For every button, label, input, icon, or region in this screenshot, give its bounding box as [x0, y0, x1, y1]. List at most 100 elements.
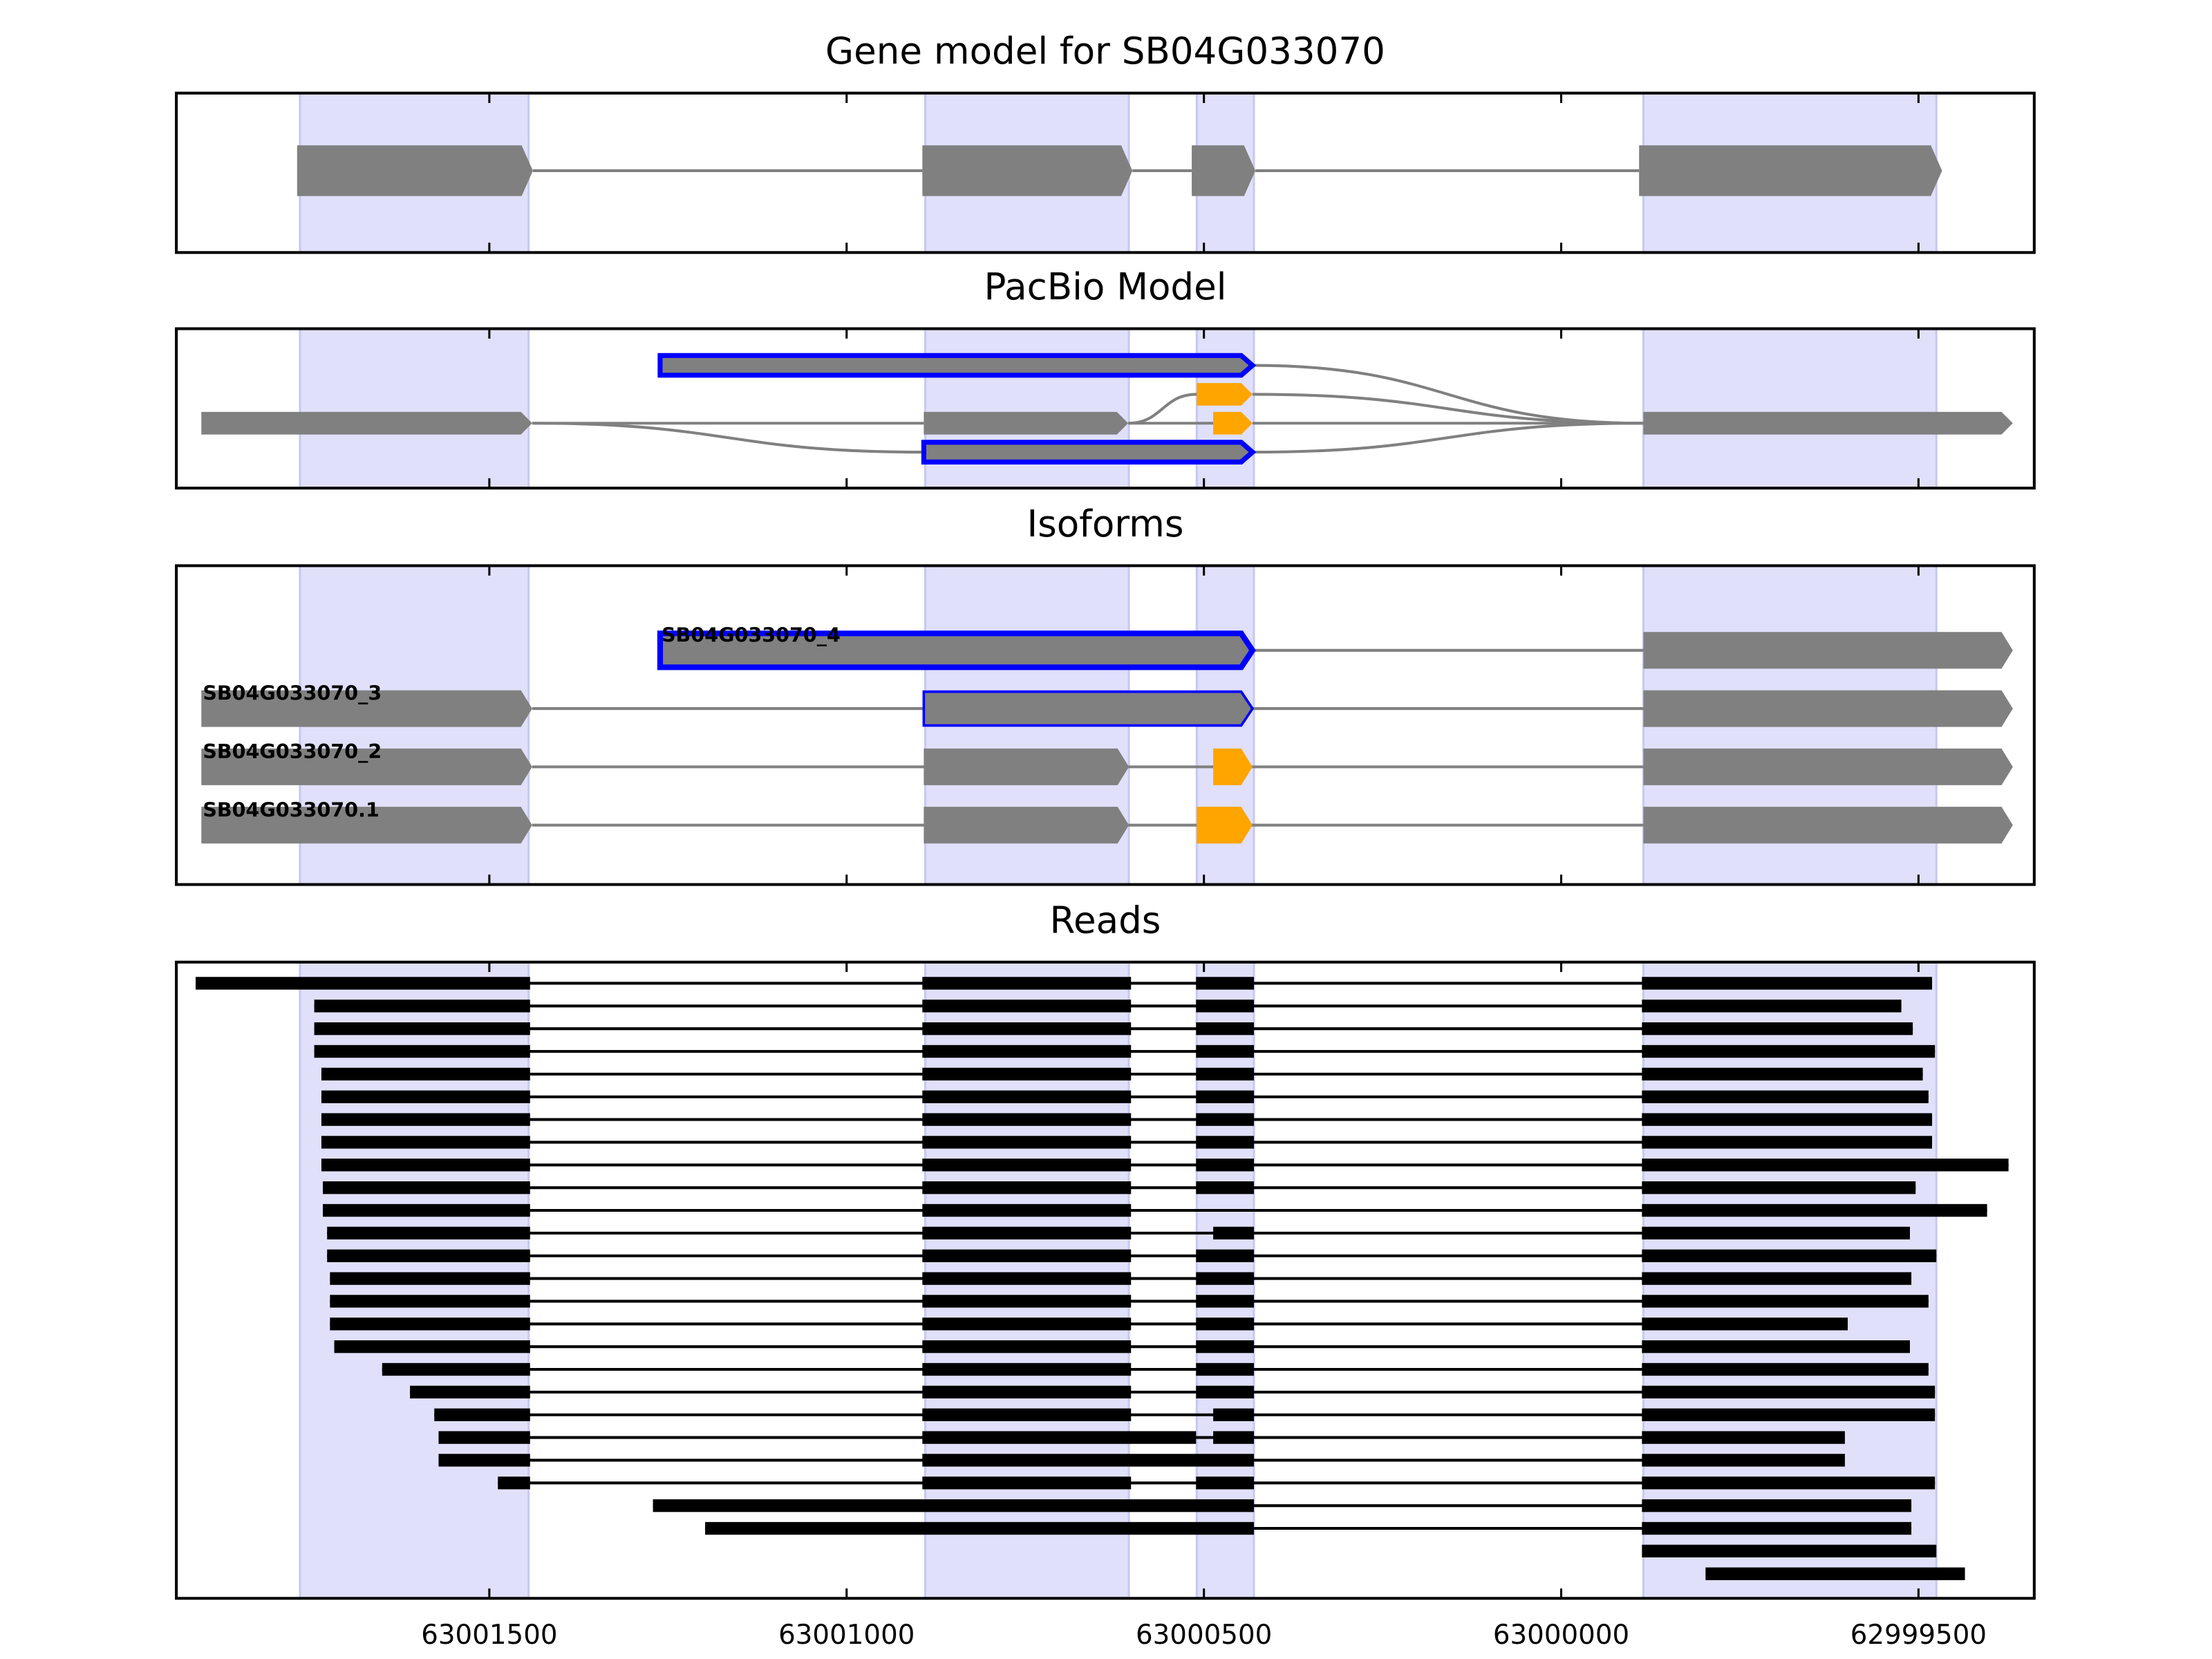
read-block — [330, 1295, 530, 1308]
read-block — [922, 1044, 1132, 1058]
read-block — [1642, 1340, 1910, 1353]
read-block — [922, 1295, 1132, 1308]
read-block — [653, 1499, 1254, 1512]
isoform-label: SB04G033070_2 — [203, 740, 382, 763]
read-block — [922, 1090, 1132, 1103]
read-block — [1196, 1067, 1254, 1081]
read-block — [922, 1226, 1132, 1240]
x-tick-label: 63000000 — [1493, 1620, 1629, 1651]
isoform-label: SB04G033070.1 — [203, 798, 379, 821]
read-block — [922, 1249, 1132, 1262]
exon — [921, 440, 1257, 465]
read-block — [1642, 1203, 1987, 1217]
read-block — [323, 1203, 530, 1217]
read-block — [1196, 977, 1254, 990]
exon — [922, 145, 1133, 196]
read-block — [705, 1521, 1254, 1535]
read-block — [321, 1113, 530, 1126]
read-block — [334, 1340, 530, 1353]
exon — [201, 748, 532, 785]
read-block — [1196, 1272, 1254, 1285]
exon — [1213, 411, 1253, 435]
read-block — [922, 1181, 1132, 1194]
read-block — [922, 1477, 1132, 1490]
isoform-label: SB04G033070_4 — [662, 623, 841, 646]
read-block — [1642, 1477, 1936, 1490]
read-block — [1642, 1159, 2009, 1172]
exon — [1197, 807, 1253, 844]
read-block — [922, 1454, 1254, 1467]
read-block — [1196, 1090, 1254, 1103]
read-block — [1196, 1000, 1254, 1013]
exon — [1643, 411, 2013, 435]
read-block — [922, 1022, 1132, 1035]
x-tick-label: 63001500 — [421, 1620, 557, 1651]
read-block — [1196, 1044, 1254, 1058]
read-block — [1196, 1136, 1254, 1149]
exon — [297, 145, 533, 196]
read-block — [1196, 1113, 1254, 1126]
exon — [657, 630, 1256, 671]
read-block — [1642, 1226, 1910, 1240]
read-block — [323, 1181, 530, 1194]
x-tick-label: 62999500 — [1850, 1620, 1987, 1651]
read-block — [922, 1318, 1132, 1331]
read-block — [922, 1136, 1132, 1149]
exon-highlight — [1642, 327, 1938, 489]
exon-highlight — [299, 327, 530, 489]
isoform-label: SB04G033070_3 — [203, 682, 382, 705]
read-block — [1705, 1567, 1965, 1580]
read-block — [1642, 1318, 1848, 1331]
read-block — [1642, 977, 1933, 990]
read-block — [438, 1431, 530, 1444]
read-block — [1642, 1544, 1937, 1558]
x-tick-label: 63001000 — [778, 1620, 915, 1651]
exon — [922, 690, 1255, 727]
exon — [201, 807, 532, 844]
read-block — [1642, 1362, 1929, 1376]
read-block — [1642, 1113, 1933, 1126]
read-block — [1213, 1408, 1254, 1421]
exon — [201, 411, 532, 435]
read-block — [1642, 1408, 1936, 1421]
read-block — [922, 1203, 1132, 1217]
read-block — [330, 1318, 530, 1331]
read-block — [922, 1362, 1132, 1376]
read-block — [1642, 1136, 1933, 1149]
read-block — [1642, 1090, 1929, 1103]
read-block — [1196, 1340, 1254, 1353]
exon — [924, 411, 1129, 435]
read-block — [321, 1067, 530, 1081]
read-block — [1196, 1477, 1254, 1490]
read-block — [1196, 1385, 1254, 1399]
read-block — [1642, 1521, 1912, 1535]
panel-title: Gene model for SB04G033070 — [825, 30, 1385, 73]
exon — [657, 353, 1257, 378]
panel-frame — [175, 327, 2036, 490]
read-block — [1642, 1295, 1929, 1308]
read-block — [922, 1385, 1132, 1399]
read-block — [314, 1044, 530, 1058]
read-block — [1642, 1272, 1912, 1285]
exon — [1639, 145, 1942, 196]
read-block — [1642, 1385, 1936, 1399]
read-block — [1196, 1181, 1254, 1194]
panel-frame — [175, 564, 2036, 886]
link — [532, 422, 924, 454]
read-block — [922, 977, 1132, 990]
read-block — [922, 1067, 1132, 1081]
panel-frame — [175, 91, 2036, 254]
exon — [924, 748, 1130, 785]
panel-title: PacBio Model — [984, 265, 1226, 308]
read-block — [327, 1226, 530, 1240]
read-block — [1196, 1295, 1254, 1308]
exon — [201, 690, 532, 727]
read-block — [1642, 1067, 1923, 1081]
read-block — [438, 1454, 530, 1467]
read-block — [327, 1249, 530, 1262]
exon — [924, 807, 1130, 844]
read-block — [1213, 1226, 1254, 1240]
read-block — [1642, 1022, 1913, 1035]
read-block — [1196, 1159, 1254, 1172]
read-block — [330, 1272, 530, 1285]
